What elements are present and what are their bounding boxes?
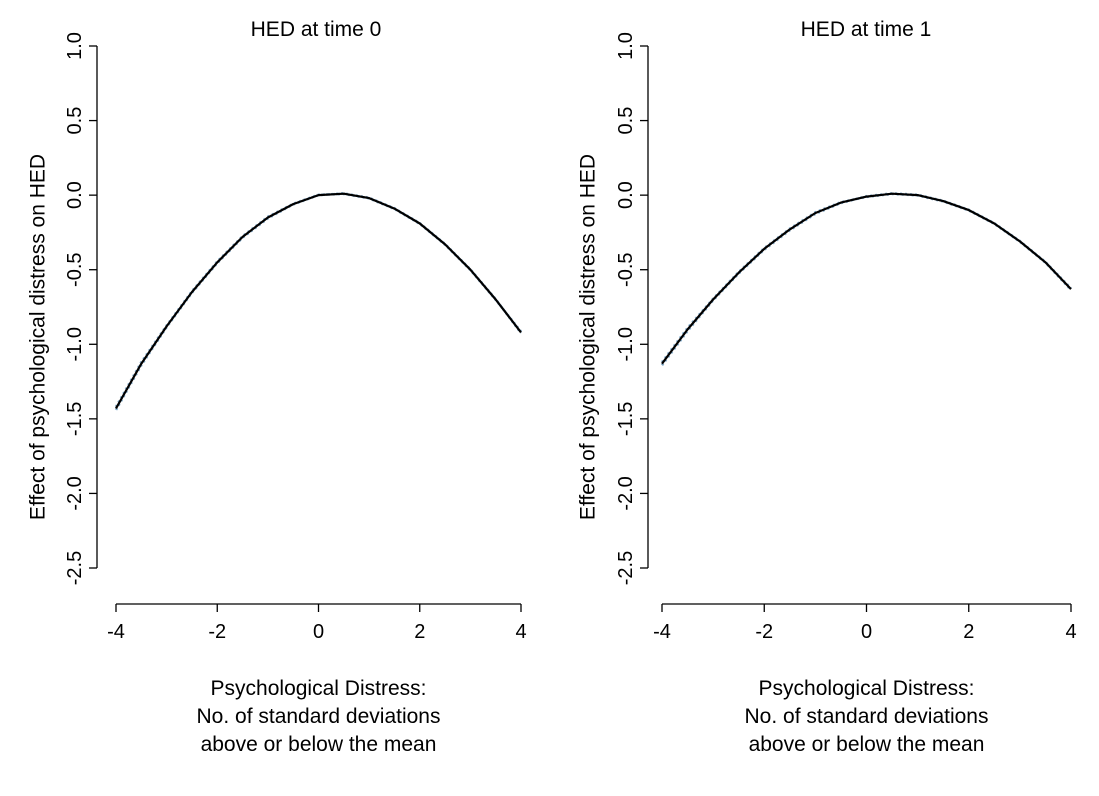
y-tick-label: -2.0: [615, 476, 637, 510]
x-tick-label: -2: [208, 621, 226, 643]
y-tick-label: -1.5: [615, 402, 637, 436]
x-tick-label: 4: [1065, 621, 1076, 643]
series-line-interval: [114, 192, 523, 408]
series-line-interval: [114, 192, 523, 411]
y-tick-label: -1.0: [64, 327, 86, 361]
y-axis-title: Effect of psychological distress on HED: [27, 154, 50, 520]
x-axis-title-line: Psychological Distress:: [759, 677, 975, 700]
series-line-interval: [660, 192, 1072, 363]
y-tick-label: 1.0: [615, 32, 637, 60]
series-line-estimate: [115, 192, 522, 409]
y-tick-label: -2.5: [615, 551, 637, 585]
x-axis-title-line: No. of standard deviations: [745, 705, 989, 728]
x-tick-label: -4: [107, 621, 125, 643]
x-tick-label: 4: [515, 621, 526, 643]
y-tick-label: -2.5: [64, 551, 86, 585]
y-tick-label: -0.5: [64, 252, 86, 286]
chart-title: HED at time 1: [801, 18, 932, 41]
x-axis-title-line: No. of standard deviations: [197, 705, 441, 728]
series-line-estimate: [661, 192, 1072, 365]
y-axis-title: Effect of psychological distress on HED: [577, 154, 600, 520]
y-tick-label: 0.0: [615, 181, 637, 209]
y-tick-label: 1.0: [64, 32, 86, 60]
y-tick-label: -1.5: [64, 402, 86, 436]
x-tick-label: 0: [861, 621, 872, 643]
y-tick-label: 0.0: [64, 181, 86, 209]
y-tick-label: -1.0: [615, 327, 637, 361]
chart-panel-0: HED at time 0 -2.5 -2.0 -1.5 -1.0 -0.5 0.0 0.5 1…: [27, 18, 527, 756]
chart-panel-1: HED at time 1 -2.5 -2.0 -1.5 -1.0 -0.5 0.0 0.5 1…: [577, 18, 1077, 756]
x-tick-label: -2: [755, 621, 773, 643]
x-tick-label: 2: [414, 621, 425, 643]
x-tick-label: 2: [963, 621, 974, 643]
y-tick-label: -2.0: [64, 476, 86, 510]
x-axis-title-line: Psychological Distress:: [211, 677, 427, 700]
y-tick-label: 0.5: [64, 107, 86, 135]
y-tick-label: 0.5: [615, 107, 637, 135]
series-line-interval: [660, 192, 1072, 366]
x-tick-label: -4: [653, 621, 671, 643]
y-tick-label: -0.5: [615, 252, 637, 286]
x-axis-title-line: above or below the mean: [749, 733, 985, 756]
x-axis-title-line: above or below the mean: [201, 733, 437, 756]
x-tick-label: 0: [313, 621, 324, 643]
chart-title: HED at time 0: [251, 18, 382, 41]
